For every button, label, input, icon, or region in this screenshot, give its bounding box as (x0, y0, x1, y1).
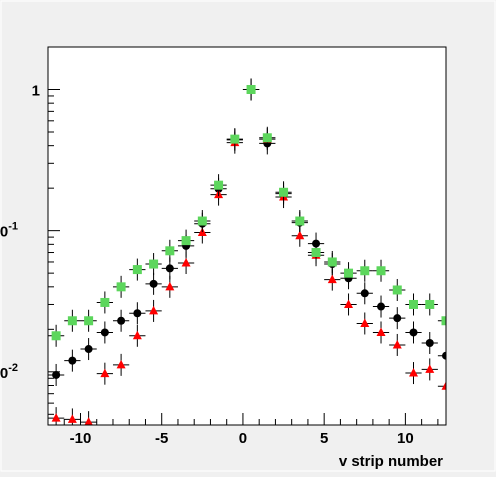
data-point-circle (145, 272, 162, 295)
plot-frame (47, 46, 447, 426)
data-markers (48, 78, 446, 425)
data-point-square (340, 262, 357, 285)
data-point-circle (96, 321, 113, 344)
data-point-triangle (405, 362, 422, 385)
data-point-square (210, 174, 227, 197)
data-point-triangle (96, 362, 113, 385)
data-point-square (64, 309, 81, 332)
data-point-square (356, 259, 373, 282)
data-point-square (242, 78, 260, 101)
data-point-square (145, 253, 162, 276)
x-axis-title: v strip number (339, 453, 443, 470)
data-point-square (161, 239, 178, 262)
data-point-triangle (421, 358, 438, 381)
data-point-square (177, 229, 195, 252)
data-point-circle (421, 332, 438, 355)
data-point-square (324, 250, 341, 273)
x-tick-label: -10 (70, 430, 92, 447)
data-point-circle (80, 338, 97, 361)
data-point-circle (356, 282, 373, 305)
data-point-triangle (48, 407, 65, 425)
data-point-square (112, 275, 130, 298)
data-point-square (129, 258, 146, 281)
data-point-circle (405, 321, 422, 344)
y-tick-label: 1 (32, 82, 40, 99)
x-tick-label: -5 (155, 430, 168, 447)
data-point-circle (437, 344, 446, 367)
data-point-triangle (437, 375, 446, 398)
data-point-circle (389, 307, 406, 330)
data-point-triangle (356, 312, 373, 335)
x-tick-label: 10 (397, 430, 414, 447)
data-point-triangle (177, 252, 195, 275)
data-point-triangle (340, 293, 357, 316)
data-point-triangle (145, 299, 162, 322)
data-point-triangle (389, 333, 406, 356)
data-point-square (372, 259, 390, 282)
series-square (48, 78, 446, 347)
data-point-triangle (129, 324, 146, 347)
data-point-square (307, 241, 325, 264)
data-point-square (96, 291, 113, 314)
data-point-square (421, 293, 438, 316)
data-point-square (194, 210, 211, 233)
axis-tick-labels: -10 -5 0 5 10 1 10-1 10-2 (0, 82, 414, 447)
data-point-triangle (112, 353, 130, 376)
data-point-square (275, 181, 292, 204)
data-point-square (437, 309, 446, 332)
data-point-square (48, 324, 65, 347)
y-tick-label: 10-2 (0, 362, 18, 382)
data-point-triangle (64, 408, 81, 425)
data-point-circle (372, 295, 390, 318)
x-tick-label: 5 (320, 430, 328, 447)
data-point-triangle (161, 275, 178, 298)
x-tick-label: 0 (239, 430, 247, 447)
data-point-square (259, 126, 276, 149)
data-point-triangle (80, 411, 97, 425)
data-point-circle (112, 309, 130, 332)
data-point-square (405, 293, 422, 316)
data-point-square (80, 309, 97, 332)
data-point-circle (64, 349, 81, 372)
data-point-square (291, 210, 308, 233)
data-point-circle (129, 302, 146, 325)
data-point-square (389, 278, 406, 301)
data-point-triangle (372, 321, 390, 344)
axis-ticks (47, 46, 439, 425)
data-point-square (226, 128, 243, 151)
y-tick-label: 10-1 (0, 221, 18, 241)
data-point-circle (48, 363, 65, 386)
plot-area (48, 47, 446, 425)
